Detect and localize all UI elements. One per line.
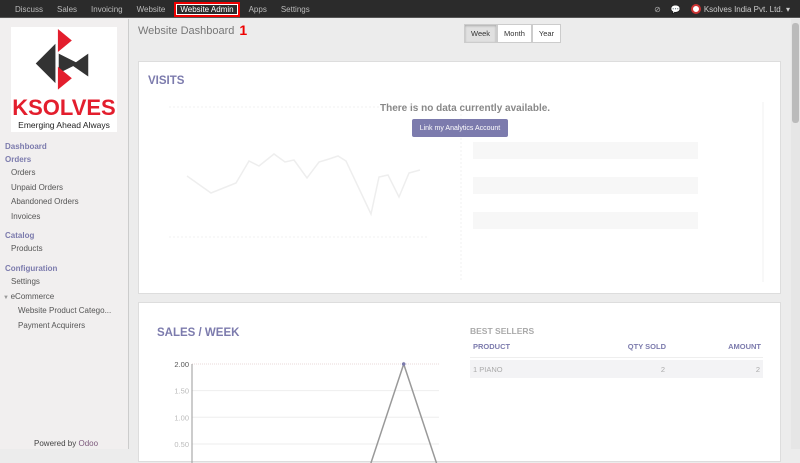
top-navbar: Discuss Sales Invoicing Website Website Admi…	[0, 0, 800, 18]
y-tick-label: 2.00	[174, 360, 189, 369]
menu-settings[interactable]: Settings	[280, 4, 310, 14]
caret-down-icon: ▾	[785, 4, 790, 14]
period-year-button[interactable]: Year	[531, 24, 562, 43]
page-header: Website Dashboard 1	[138, 23, 247, 37]
section-configuration: Configuration	[5, 263, 58, 273]
sidebar-item-invoices[interactable]: Invoices	[11, 211, 41, 221]
placeholder-chart	[169, 102, 764, 282]
period-month-button[interactable]: Month	[497, 24, 532, 43]
powered-label: Powered by	[34, 439, 77, 448]
visits-title: VISITS	[148, 75, 185, 87]
sidebar-item-orders[interactable]: Orders	[11, 168, 36, 177]
help-icon[interactable]: ⊘	[654, 4, 661, 14]
powered-by: Powered by Odoo	[34, 439, 98, 448]
cell-product: 1 PIANO	[473, 364, 503, 374]
no-data-message: There is no data currently available.	[380, 103, 551, 114]
logo-tagline: Emerging Ahead Always	[18, 120, 110, 130]
menu-website-admin[interactable]: Website Admin	[174, 1, 240, 17]
ksolves-logo: KSOLVES Emerging Ahead Always	[11, 27, 117, 132]
y-tick-label: 0.50	[174, 440, 189, 449]
sidebar-item-product-categories[interactable]: Website Product Catego...	[18, 306, 112, 316]
cell-amount: 2	[755, 364, 760, 374]
step-annotation: 1	[239, 22, 248, 38]
link-analytics-button[interactable]: Link my Analytics Account	[412, 119, 508, 137]
sales-panel: SALES / WEEK 2.00 1.50 1.00 0.50	[138, 302, 781, 463]
svg-text:KSOLVES: KSOLVES	[12, 95, 116, 119]
user-menu[interactable]: Ksolves India Pvt. Ltd. ▾	[690, 4, 790, 14]
app-menu: Discuss Sales Invoicing Website Website Admi…	[8, 0, 317, 18]
column-amount: AMOUNT	[728, 342, 761, 351]
sidebar-item-dashboard[interactable]: Dashboard	[5, 142, 47, 151]
cell-qty: 2	[660, 364, 665, 374]
best-sellers: BEST SELLERS PRODUCT QTY SOLD AMOUNT 1 P…	[470, 326, 763, 378]
column-product: PRODUCT	[473, 342, 511, 351]
scrollbar-thumb[interactable]	[792, 23, 799, 123]
sidebar-item-products[interactable]: Products	[11, 244, 43, 254]
sidebar-item-ecommerce[interactable]: ▼ eCommerce	[0, 290, 129, 305]
sales-line	[370, 361, 438, 463]
page-title: Website Dashboard	[138, 25, 235, 37]
section-orders: Orders	[5, 155, 32, 164]
menu-invoicing[interactable]: Invoicing	[91, 4, 123, 14]
sidebar-item-payment-acquirers[interactable]: Payment Acquirers	[18, 320, 86, 330]
column-qty-sold: QTY SOLD	[627, 342, 666, 351]
best-sellers-title: BEST SELLERS	[470, 326, 535, 336]
sales-chart: 2.00 1.50 1.00 0.50	[174, 360, 439, 463]
table-header: PRODUCT QTY SOLD AMOUNT	[470, 342, 763, 358]
sidebar-nav: Dashboard Orders Orders Unpaid Orders Ab…	[0, 140, 129, 333]
ecommerce-label: eCommerce	[10, 291, 55, 301]
caret-down-icon: ▼	[3, 294, 11, 301]
scrollbar[interactable]	[791, 19, 800, 449]
sales-title: SALES / WEEK	[157, 327, 240, 339]
avatar	[690, 4, 701, 14]
company-name: Ksolves India Pvt. Ltd.	[703, 4, 783, 14]
menu-sales[interactable]: Sales	[57, 4, 78, 14]
y-tick-label: 1.50	[174, 387, 189, 396]
menu-apps[interactable]: Apps	[248, 4, 267, 14]
data-point[interactable]	[401, 362, 406, 366]
period-switch: Week Month Year	[464, 24, 562, 43]
sidebar-item-settings[interactable]: Settings	[11, 276, 40, 286]
sidebar: KSOLVES Emerging Ahead Always Dashboard …	[0, 19, 129, 449]
odoo-link[interactable]: Odoo	[78, 439, 99, 448]
chat-icon[interactable]: 💬	[670, 4, 681, 14]
menu-discuss[interactable]: Discuss	[15, 4, 44, 14]
sidebar-item-unpaid-orders[interactable]: Unpaid Orders	[11, 182, 64, 192]
sidebar-item-abandoned-orders[interactable]: Abandoned Orders	[11, 197, 79, 207]
period-week-button[interactable]: Week	[464, 24, 498, 43]
visits-panel: VISITS	[138, 61, 781, 294]
menu-website[interactable]: Website	[136, 4, 166, 14]
table-row[interactable]: 1 PIANO 2 2	[470, 360, 763, 378]
y-tick-label: 1.00	[174, 413, 189, 422]
section-catalog: Catalog	[5, 231, 35, 241]
systray: ⊘ 💬 Ksolves India Pvt. Ltd. ▾	[654, 0, 790, 18]
